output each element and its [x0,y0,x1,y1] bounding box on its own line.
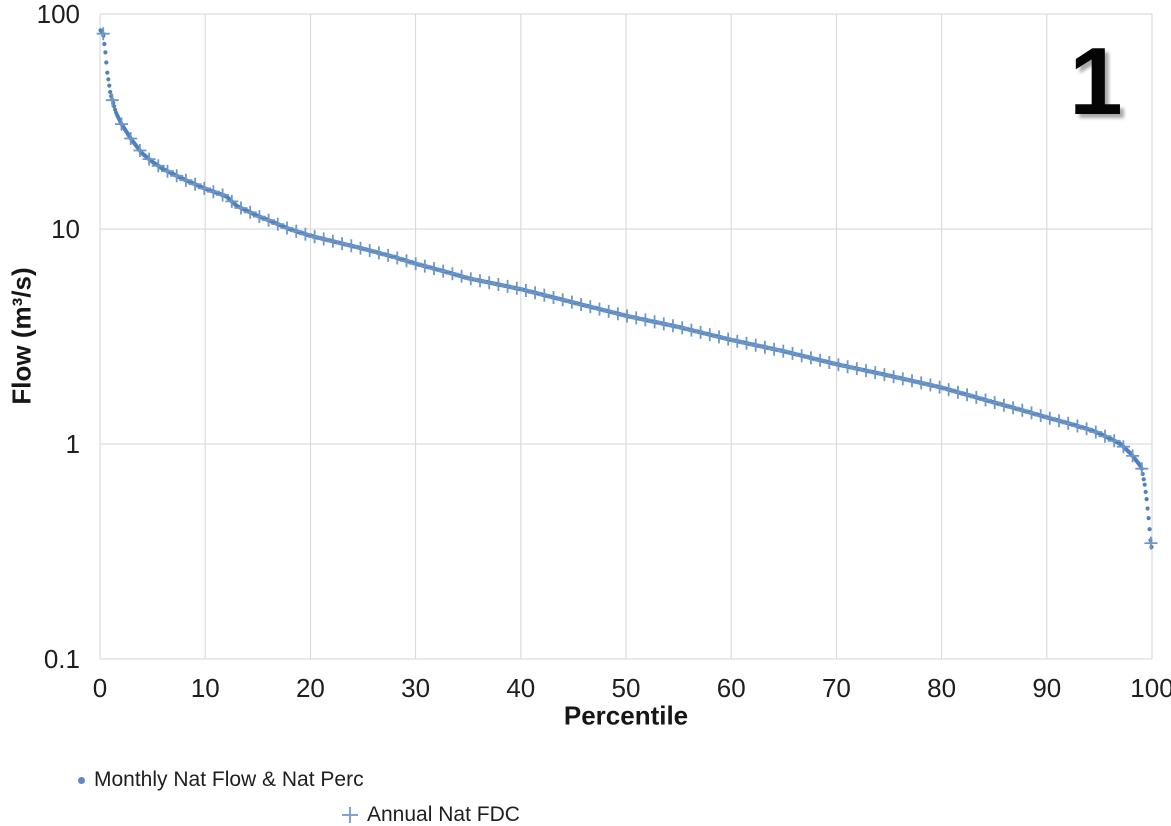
y-axis-tick-labels: 100 10 1 0.1 [37,0,80,674]
x-tick-60: 60 [717,673,746,703]
monthly-series-dot-icon [78,776,85,784]
legend-item-annual: Annual Nat FDC [342,803,520,826]
legend-label-annual: Annual Nat FDC [367,803,520,826]
x-tick-100: 100 [1130,673,1171,703]
y-tick-1: 1 [66,429,80,459]
x-tick-90: 90 [1032,673,1061,703]
x-tick-0: 0 [93,673,107,703]
y-tick-0.1: 0.1 [44,644,80,674]
x-tick-40: 40 [506,673,535,703]
x-axis-title: Percentile [563,700,689,731]
legend-item-monthly: Monthly Nat Flow & Nat Perc [78,768,364,792]
panel-number-annotation: 1 [1069,28,1123,135]
y-tick-100: 100 [37,0,80,29]
annual-series-plus-icon [342,807,358,823]
y-tick-10: 10 [51,214,80,244]
annual-fdc-plus-markers-series [96,27,1158,550]
gridlines [99,13,1153,660]
legend-label-monthly: Monthly Nat Flow & Nat Perc [94,768,364,791]
x-tick-20: 20 [296,673,325,703]
x-tick-30: 30 [401,673,430,703]
x-tick-80: 80 [927,673,956,703]
x-tick-70: 70 [822,673,851,703]
y-axis-title: Flow (m³/s) [6,267,37,405]
x-tick-50: 50 [612,673,641,703]
x-tick-10: 10 [191,673,220,703]
x-axis-tick-labels: 0 10 20 30 40 50 60 70 80 90 100 [93,673,1171,703]
